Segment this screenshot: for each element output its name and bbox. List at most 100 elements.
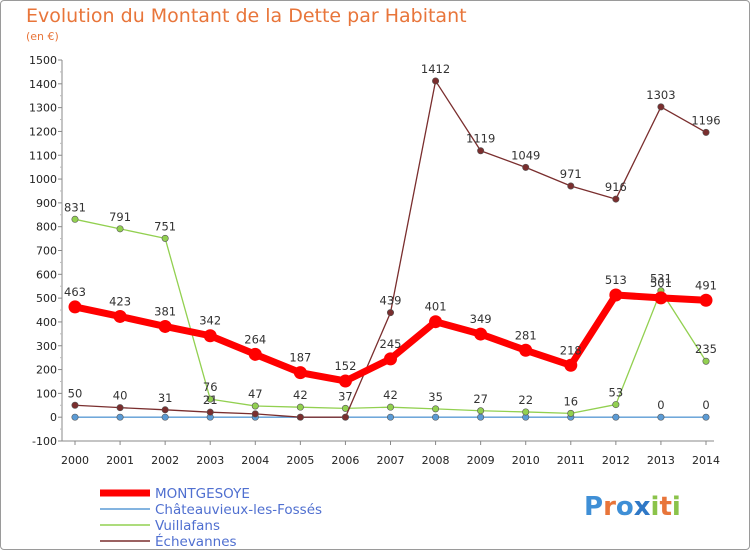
data-label: 751: [154, 219, 176, 233]
data-point: [609, 288, 623, 302]
data-point: [251, 410, 259, 418]
data-point: [702, 128, 710, 136]
data-point: [161, 406, 169, 414]
x-tick-label: 2009: [467, 454, 495, 467]
x-tick-label: 2011: [557, 454, 585, 467]
logo-letter: t: [659, 492, 671, 522]
data-label: 513: [605, 273, 627, 287]
x-tick-label: 2000: [61, 454, 89, 467]
data-label: 152: [334, 359, 356, 373]
y-tick-label: 600: [36, 268, 57, 281]
data-label: 0: [657, 398, 664, 412]
series-line: [74, 80, 707, 418]
data-label: 37: [338, 389, 353, 403]
data-label: 264: [244, 332, 266, 346]
data-label: 235: [695, 342, 717, 356]
data-label: 0: [702, 398, 709, 412]
data-point: [567, 409, 575, 417]
x-tick-label: 2010: [512, 454, 540, 467]
data-label: 501: [650, 276, 672, 290]
proxiti-logo: Proxiti: [584, 492, 681, 522]
data-point: [248, 347, 262, 361]
data-point: [432, 413, 440, 421]
data-label: 1412: [421, 62, 450, 76]
data-label: 491: [695, 278, 717, 292]
data-point: [477, 413, 485, 421]
data-label: 42: [293, 388, 308, 402]
data-label: 831: [64, 200, 86, 214]
data-point: [612, 413, 620, 421]
data-label: 531: [650, 272, 672, 286]
x-tick-label: 2012: [602, 454, 630, 467]
data-point: [612, 195, 620, 203]
x-tick-label: 2013: [647, 454, 675, 467]
data-point: [477, 147, 485, 155]
data-point: [296, 403, 304, 411]
y-tick-label: 100: [36, 387, 57, 400]
x-tick-label: 2006: [331, 454, 359, 467]
x-tick-label: 2003: [196, 454, 224, 467]
data-point: [161, 413, 169, 421]
data-point: [477, 407, 485, 415]
data-label: 218: [560, 343, 582, 357]
data-label: 791: [109, 210, 131, 224]
y-tick-label: 1300: [29, 102, 57, 115]
data-labels: 0 0 831 791 751 76 47 42 37 42 35 27 22 16 53 531 235 50 4…: [64, 62, 721, 412]
y-tick-label: 500: [36, 292, 57, 305]
logo-letter: P: [584, 492, 603, 522]
data-point: [251, 402, 259, 410]
data-point: [386, 413, 394, 421]
data-label: 463: [64, 285, 86, 299]
axes: -100010020030040050060070080090010001100…: [29, 54, 720, 467]
data-label: 22: [518, 393, 533, 407]
y-tick-label: 0: [50, 411, 57, 424]
data-point: [338, 374, 352, 388]
data-label: 50: [68, 386, 83, 400]
data-point: [384, 352, 397, 366]
data-label: 381: [154, 304, 176, 318]
data-point: [519, 343, 533, 357]
data-label: 31: [158, 391, 173, 405]
data-label: 76: [203, 380, 218, 394]
data-label: 349: [470, 312, 492, 326]
data-label: 281: [515, 328, 537, 342]
data-point: [699, 293, 713, 307]
data-point: [657, 413, 665, 421]
data-label: 1303: [646, 88, 675, 102]
data-point: [432, 405, 440, 413]
data-point: [432, 77, 440, 85]
data-label: 401: [425, 300, 447, 314]
data-label: 916: [605, 180, 627, 194]
data-point: [386, 403, 394, 411]
data-point: [293, 366, 307, 380]
x-tick-label: 2001: [106, 454, 134, 467]
data-label: 1196: [691, 113, 720, 127]
chart-title: Evolution du Montant de la Dette par Hab…: [26, 5, 467, 27]
data-point: [206, 395, 214, 403]
data-point: [564, 358, 578, 372]
chart-subtitle: (en €): [26, 30, 59, 43]
data-point: [702, 413, 710, 421]
y-tick-label: 900: [36, 197, 57, 210]
data-point: [71, 401, 79, 409]
data-label: 40: [113, 389, 128, 403]
data-point: [158, 319, 172, 333]
data-point: [71, 413, 79, 421]
data-label: 439: [380, 294, 402, 308]
data-point: [341, 413, 349, 421]
data-label: 53: [609, 386, 624, 400]
data-label: 1119: [466, 132, 495, 146]
legend-entry: Châteauvieux-les-Fossés: [155, 502, 322, 518]
data-label: 1049: [511, 148, 540, 162]
data-point: [702, 357, 710, 365]
y-tick-label: 1000: [29, 173, 57, 186]
data-point: [386, 309, 394, 317]
y-tick-label: 400: [36, 316, 57, 329]
logo-letter: o: [616, 492, 634, 522]
logo-letter: i: [651, 492, 660, 522]
data-point: [429, 315, 443, 329]
data-point: [522, 408, 530, 416]
x-tick-label: 2004: [241, 454, 269, 467]
